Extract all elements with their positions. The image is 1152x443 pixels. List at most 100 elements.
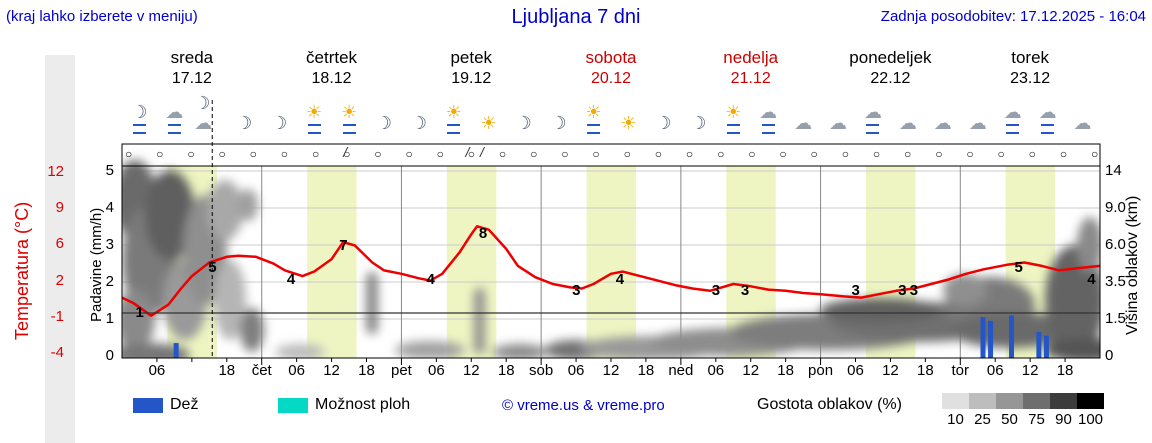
icon-glyphs: ☀ xyxy=(725,103,741,123)
temperature-line xyxy=(122,225,1100,317)
cloud-cover-symbol: ○ xyxy=(249,147,257,161)
left-gutter xyxy=(45,55,75,443)
temp-axis-tick: 9 xyxy=(55,199,64,217)
x-axis-label: čet xyxy=(251,362,272,379)
rain-lines-icon xyxy=(587,124,601,134)
icon-glyphs: ☁ xyxy=(165,103,183,123)
density-swatch xyxy=(1050,393,1077,409)
cloud-cover-symbol: ○ xyxy=(436,147,444,161)
x-axis-label: 18 xyxy=(1056,362,1074,379)
cloud-rain-icon: ☁ xyxy=(856,98,891,134)
precip-axis-tick: 4 xyxy=(105,199,114,216)
cloud-cover-symbol: ○ xyxy=(156,147,164,161)
rain-lines-icon xyxy=(761,124,775,134)
x-axis-label: ned xyxy=(668,362,694,379)
cloud-icon: ☁ xyxy=(821,98,856,134)
precip-axis-tick: 1 xyxy=(105,310,114,327)
rain-lines-icon xyxy=(1006,124,1020,134)
moon-glyph: ☽ xyxy=(375,113,393,133)
cloud-rain-icon: ☁ xyxy=(157,98,192,134)
sun-rain-icon: ☀ xyxy=(576,98,611,134)
rain-lines-icon xyxy=(342,124,356,134)
rain-legend-label: Dež xyxy=(170,396,199,413)
cloud-cover-symbol: ○ xyxy=(685,147,694,161)
showers-legend-swatch xyxy=(278,398,308,413)
moon-icon: ☽ xyxy=(646,98,681,134)
cloud-glyph: ☁ xyxy=(194,113,213,133)
x-axis-label: tor xyxy=(951,362,970,379)
sun-glyph: ☀ xyxy=(620,113,637,133)
temp-axis-tick: -4 xyxy=(50,344,64,361)
day-date: 17.12 xyxy=(171,70,212,87)
cloud-cover-symbol: ○ xyxy=(343,147,351,161)
sun-glyph: ☀ xyxy=(306,102,323,122)
cloud-cover-symbol: ○ xyxy=(187,147,195,161)
cloud-cover-symbol: ○ xyxy=(280,147,289,161)
cloud-icon: ☁ xyxy=(786,98,821,134)
cloud-cover-symbol: ○ xyxy=(717,147,725,161)
temp-point-label: 1 xyxy=(135,304,144,322)
x-axis-label: 12 xyxy=(1021,362,1039,379)
cloud-cover-symbol: ○ xyxy=(966,147,974,161)
day-name: sobota xyxy=(585,48,637,67)
rain-lines-icon xyxy=(132,124,146,134)
icon-glyphs: ☁ xyxy=(794,114,812,134)
density-swatch xyxy=(1077,393,1104,409)
cloud-icon: ☁ xyxy=(1065,98,1100,134)
icon-glyphs: ☀ xyxy=(341,103,357,123)
showers-legend-label: Možnost ploh xyxy=(315,396,411,413)
icon-glyphs: ☀ xyxy=(306,102,323,123)
moon-glyph: ☽ xyxy=(236,113,253,133)
cloud-cover-symbol: ○ xyxy=(125,147,133,161)
cloud-cover-symbol: ○ xyxy=(218,147,226,161)
rain-bars xyxy=(173,315,1049,358)
icon-glyphs: ☽ xyxy=(655,113,672,134)
icon-glyphs: ☽ xyxy=(516,114,532,134)
icon-glyphs: ☁ xyxy=(1039,103,1057,123)
moon-glyph: ☽ xyxy=(690,113,707,133)
day-date: 22.12 xyxy=(870,70,911,87)
x-axis-label: 06 xyxy=(986,362,1004,379)
x-axis-label: 18 xyxy=(777,362,794,379)
cloud-height-axis-tick: 14 xyxy=(1105,162,1122,179)
temp-point-label: 4 xyxy=(1087,270,1096,288)
temp-point-label: 5 xyxy=(208,259,217,277)
moon-icon: ☽ xyxy=(401,98,436,134)
moon-icon: ☽ xyxy=(541,98,576,134)
x-axis-label: 18 xyxy=(637,362,655,379)
x-axis-label: 18 xyxy=(497,362,515,379)
sun-icon: ☀ xyxy=(471,98,506,134)
temp-axis-tick: -1 xyxy=(50,307,64,325)
temp-point-label: 3 xyxy=(711,281,721,299)
x-axis-label: 12 xyxy=(323,362,340,379)
icon-glyphs: ☁ xyxy=(969,114,987,134)
cloud-height-axis-tick: 3.5 xyxy=(1105,273,1126,290)
cloud-cover-symbol: ○ xyxy=(530,147,538,161)
cloud-density-legend-label: Gostota oblakov (%) xyxy=(757,396,902,413)
cloud-cover-symbol: ○ xyxy=(405,147,413,161)
temp-point-label: 4 xyxy=(286,270,296,288)
copyright-link[interactable]: © vreme.us & vreme.pro xyxy=(502,397,665,414)
cloud-glyph: ☁ xyxy=(1003,102,1022,122)
rain-legend-swatch xyxy=(133,398,163,413)
rain-lines-icon xyxy=(866,124,880,134)
sun-glyph: ☀ xyxy=(445,102,462,122)
moon-glyph: ☽ xyxy=(655,113,672,133)
x-axis-label: 06 xyxy=(707,362,725,379)
cloud-glyph: ☁ xyxy=(759,102,778,122)
moon-rain-icon: ☽ xyxy=(122,98,157,134)
moon-cloud-icon: ☽☁ xyxy=(192,94,227,134)
cloud-height-axis-tick: 6.0 xyxy=(1105,236,1126,253)
cloud-cover-symbol: ○ xyxy=(498,147,507,161)
cloud-glyph: ☁ xyxy=(898,113,917,133)
day-date: 18.12 xyxy=(311,70,352,87)
density-tick-label: 50 xyxy=(1001,411,1018,428)
day-name: petek xyxy=(450,48,493,67)
moon-glyph: ☽ xyxy=(550,113,567,133)
cloud-cover-symbol: ○ xyxy=(872,147,881,161)
temp-point-label: 3 xyxy=(909,281,919,299)
day-name: ponedeljek xyxy=(849,48,932,67)
x-axis-label: 06 xyxy=(847,362,864,379)
density-tick-label: 25 xyxy=(974,411,991,428)
x-axis-label: 12 xyxy=(602,362,620,379)
